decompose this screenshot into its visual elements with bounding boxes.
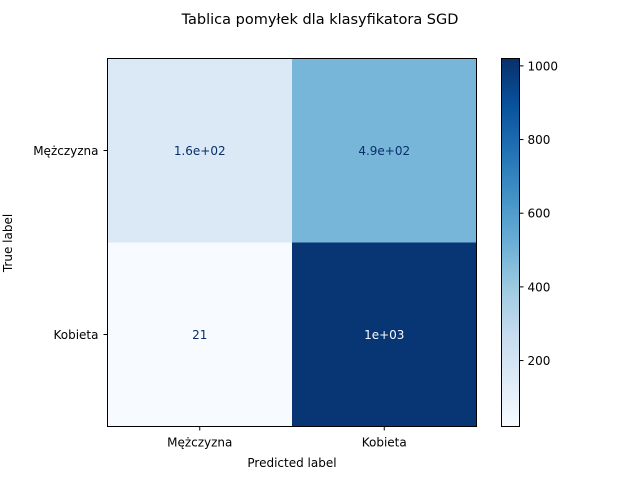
colorbar-ticks: 200 400 600 800 1000 [519, 59, 559, 368]
cell-value-label: 1e+03 [364, 328, 404, 342]
heatmap-cell-labels: 1.6e+02 4.9e+02 21 1e+03 [174, 144, 410, 342]
y-tick-label: Mężczyzna [33, 144, 98, 158]
colorbar-tick-label: 600 [528, 207, 551, 221]
heatmap-cell [292, 58, 477, 243]
heatmap-cells [107, 58, 477, 427]
colorbar-tick-label: 400 [528, 280, 551, 294]
y-tick-label: Kobieta [53, 328, 98, 342]
cell-value-label: 21 [192, 328, 207, 342]
colorbar-tick-label: 800 [528, 133, 551, 147]
y-axis-ticks: Mężczyzna Kobieta [33, 144, 108, 342]
x-axis-ticks: Mężczyzna Kobieta [167, 426, 407, 450]
chart-title: Tablica pomyłek dla klasyfikatora SGD [181, 12, 459, 28]
heatmap-cell [107, 242, 293, 427]
colorbar [501, 58, 520, 427]
x-axis-label: Predicted label [247, 456, 336, 470]
x-tick-label: Mężczyzna [167, 436, 232, 450]
cell-value-label: 1.6e+02 [174, 144, 226, 158]
y-axis-label: True label [1, 214, 15, 273]
x-tick-label: Kobieta [362, 436, 407, 450]
colorbar-tick-label: 200 [528, 354, 551, 368]
heatmap-cell [292, 242, 477, 427]
heatmap-cell [107, 58, 293, 243]
heatmap-frame [107, 58, 477, 427]
cell-value-label: 4.9e+02 [358, 144, 410, 158]
colorbar-tick-label: 1000 [528, 59, 559, 73]
